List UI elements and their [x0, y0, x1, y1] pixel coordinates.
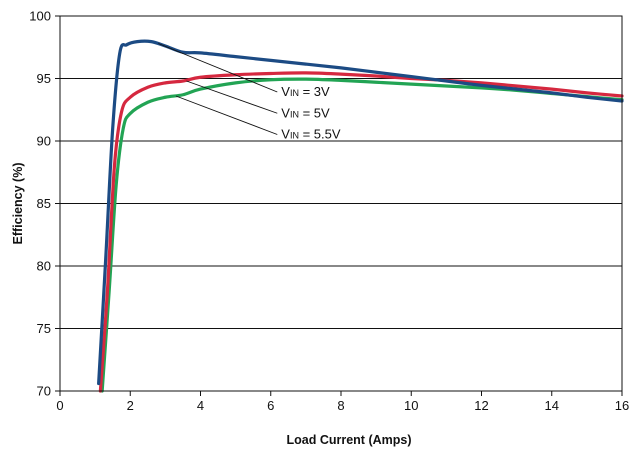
annotation-leader-line: [175, 95, 278, 135]
annotation-label: VIN = 3V: [281, 84, 330, 99]
x-tick-label: 0: [56, 398, 63, 413]
y-tick-label: 100: [29, 9, 51, 24]
y-tick-label: 70: [37, 384, 51, 399]
series-line-2: [98, 71, 624, 393]
annotation-label: VIN = 5.5V: [281, 127, 341, 142]
gridlines: [60, 78, 622, 329]
x-tick-label: 2: [127, 398, 134, 413]
series-lines: [97, 39, 624, 393]
series-line-3: [100, 77, 624, 393]
annotation-leader-line: [186, 80, 278, 114]
x-tick-label: 14: [545, 398, 559, 413]
x-tick-label: 8: [337, 398, 344, 413]
y-tick-label: 75: [37, 321, 51, 336]
x-tick-label: 16: [615, 398, 629, 413]
axis-ticks: 70 75 80 85 90 95 100 0 2 4 6 8 10 12 14 16: [29, 9, 629, 414]
series-line-1: [97, 39, 624, 386]
x-tick-label: 4: [197, 398, 204, 413]
y-axis-title: Efficiency (%): [11, 163, 25, 245]
y-tick-label: 90: [37, 134, 51, 149]
x-tick-label: 12: [474, 398, 488, 413]
x-axis-title: Load Current (Amps): [287, 433, 412, 447]
annotation-leader-line: [158, 43, 278, 93]
y-tick-label: 95: [37, 71, 51, 86]
y-tick-label: 85: [37, 196, 51, 211]
x-tick-label: 6: [267, 398, 274, 413]
x-tick-label: 10: [404, 398, 418, 413]
y-tick-label: 80: [37, 259, 51, 274]
annotation-label: VIN = 5V: [281, 105, 330, 120]
series-annotations: VIN = 3V VIN = 5V VIN = 5.5V: [158, 43, 341, 142]
